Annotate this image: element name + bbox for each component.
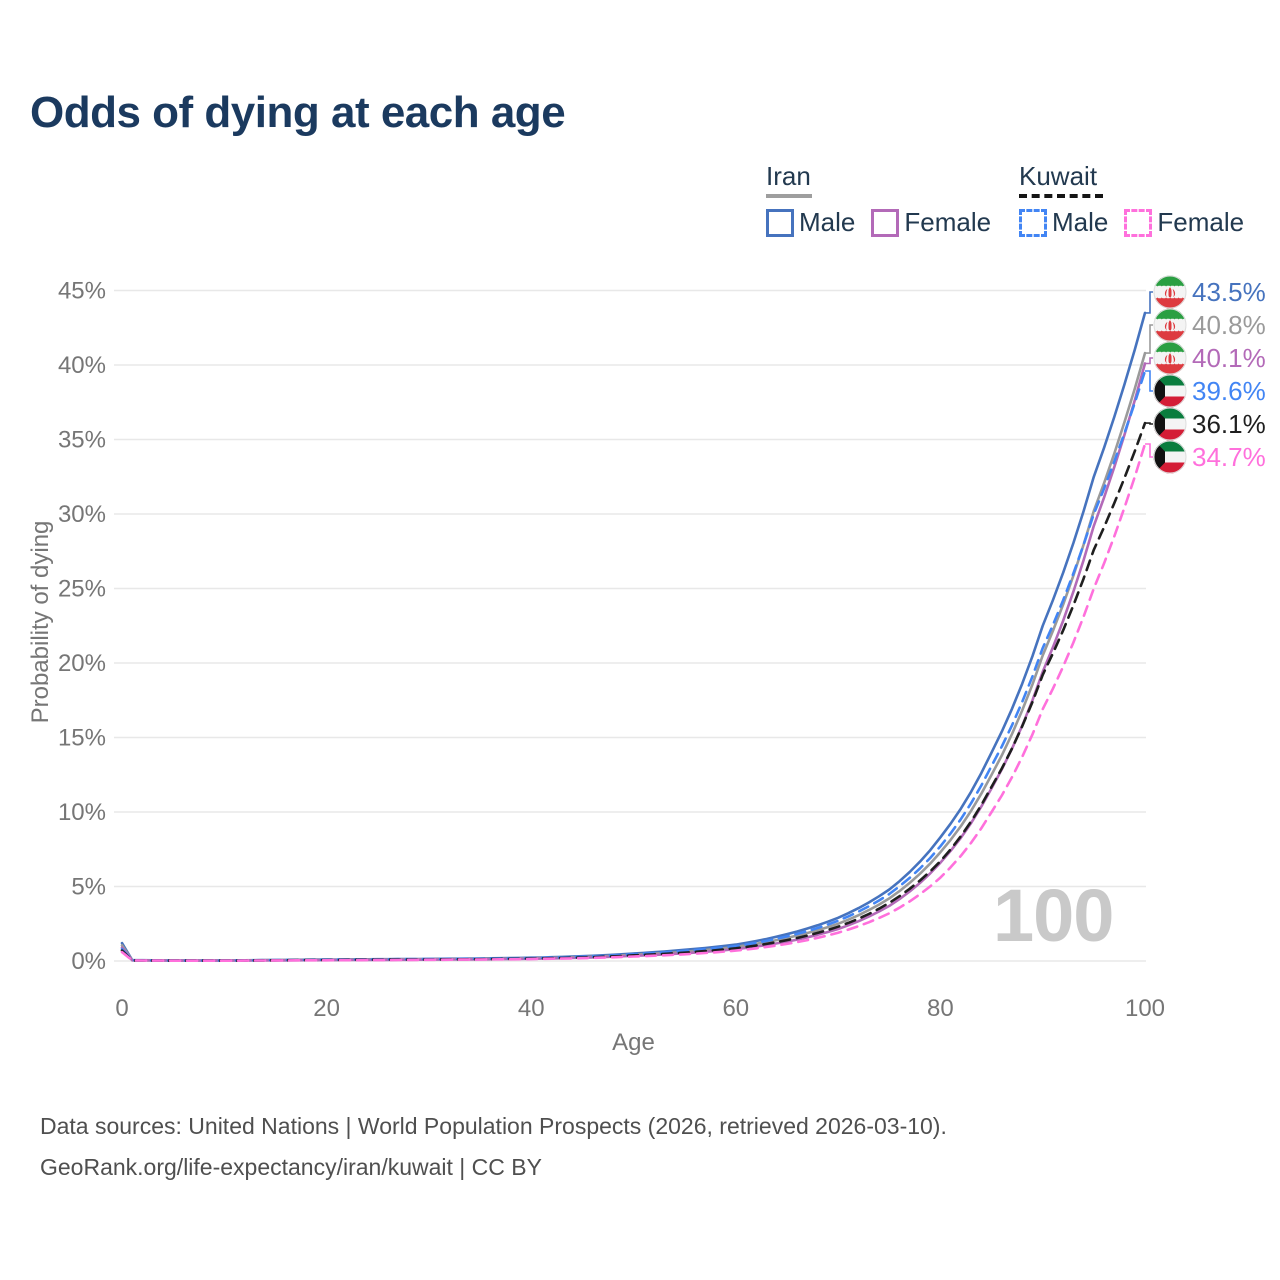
y-tick-label: 45%	[58, 278, 106, 305]
age-counter-watermark: 100	[993, 874, 1114, 957]
series-line-kuwait-female[interactable]	[120, 442, 1147, 962]
chart-title: Odds of dying at each age	[30, 88, 566, 137]
flag-kuwait-icon	[1153, 440, 1187, 474]
end-label-leader-iran-male	[1145, 291, 1153, 314]
data-source-line2: GeoRank.org/life-expectancy/iran/kuwait …	[40, 1154, 542, 1180]
x-tick-label: 80	[927, 995, 954, 1022]
y-tick-label: 35%	[58, 427, 106, 454]
x-tick-label: 100	[1125, 995, 1165, 1022]
flag-iran-icon	[1153, 275, 1187, 309]
x-tick-label: 60	[722, 995, 749, 1022]
series-line-kuwait-male[interactable]	[120, 369, 1147, 962]
x-tick-label: 40	[518, 995, 545, 1022]
y-tick-label: 20%	[58, 650, 106, 677]
legend-item-label: Male	[799, 207, 856, 237]
y-tick-label: 5%	[71, 874, 106, 901]
end-label-leader-kuwait-male	[1145, 370, 1153, 392]
series-line-iran-total[interactable]	[120, 351, 1147, 962]
flag-iran-icon	[1153, 341, 1187, 375]
legend-item-label: Female	[1157, 207, 1245, 237]
series-line-kuwait-total[interactable]	[120, 421, 1147, 962]
data-source-line1: Data sources: United Nations | World Pop…	[40, 1113, 947, 1139]
flag-kuwait-icon	[1153, 407, 1187, 441]
x-tick-label: 0	[115, 995, 128, 1022]
end-label-leader-iran-total	[1145, 324, 1153, 354]
y-tick-label: 10%	[58, 799, 106, 826]
legend-item-kuwait-male[interactable]: Male	[1019, 207, 1108, 238]
series-line-iran-female[interactable]	[120, 362, 1147, 962]
legend-item-iran-female[interactable]: Female	[871, 207, 991, 238]
end-label-leader-iran-female	[1145, 357, 1153, 365]
end-value-label-kuwait-total: 36.1%	[1192, 409, 1266, 439]
y-tick-label: 40%	[58, 352, 106, 379]
end-label-leader-kuwait-female	[1145, 443, 1153, 458]
x-axis-title: Age	[612, 1029, 655, 1056]
legend-item-kuwait-female[interactable]: Female	[1124, 207, 1244, 238]
legend-item-iran-male[interactable]: Male	[766, 207, 855, 238]
y-tick-label: 15%	[58, 725, 106, 752]
end-value-label-kuwait-female: 34.7%	[1192, 442, 1266, 472]
iran-female-swatch-icon	[871, 208, 900, 237]
y-axis-title: Probability of dying	[27, 521, 54, 724]
end-label-leader-kuwait-total	[1145, 422, 1153, 425]
flag-iran-icon	[1153, 308, 1187, 342]
end-value-label-iran-male: 43.5%	[1192, 277, 1266, 307]
kuwait-male-swatch-icon	[1019, 208, 1047, 237]
x-tick-label: 20	[313, 995, 340, 1022]
end-value-label-kuwait-male: 39.6%	[1192, 376, 1266, 406]
end-value-label-iran-total: 40.8%	[1192, 310, 1266, 340]
end-value-label-iran-female: 40.1%	[1192, 343, 1266, 373]
legend-item-label: Male	[1052, 207, 1109, 237]
kuwait-female-swatch-icon	[1124, 208, 1153, 237]
y-tick-label: 0%	[71, 948, 106, 975]
legend-item-label: Female	[904, 207, 992, 237]
flag-kuwait-icon	[1153, 374, 1187, 408]
iran-male-swatch-icon	[766, 208, 794, 237]
data-source-note: Data sources: United Nations | World Pop…	[40, 1106, 947, 1188]
series-line-iran-male[interactable]	[120, 311, 1147, 962]
y-tick-label: 30%	[58, 501, 106, 528]
y-tick-label: 25%	[58, 576, 106, 603]
